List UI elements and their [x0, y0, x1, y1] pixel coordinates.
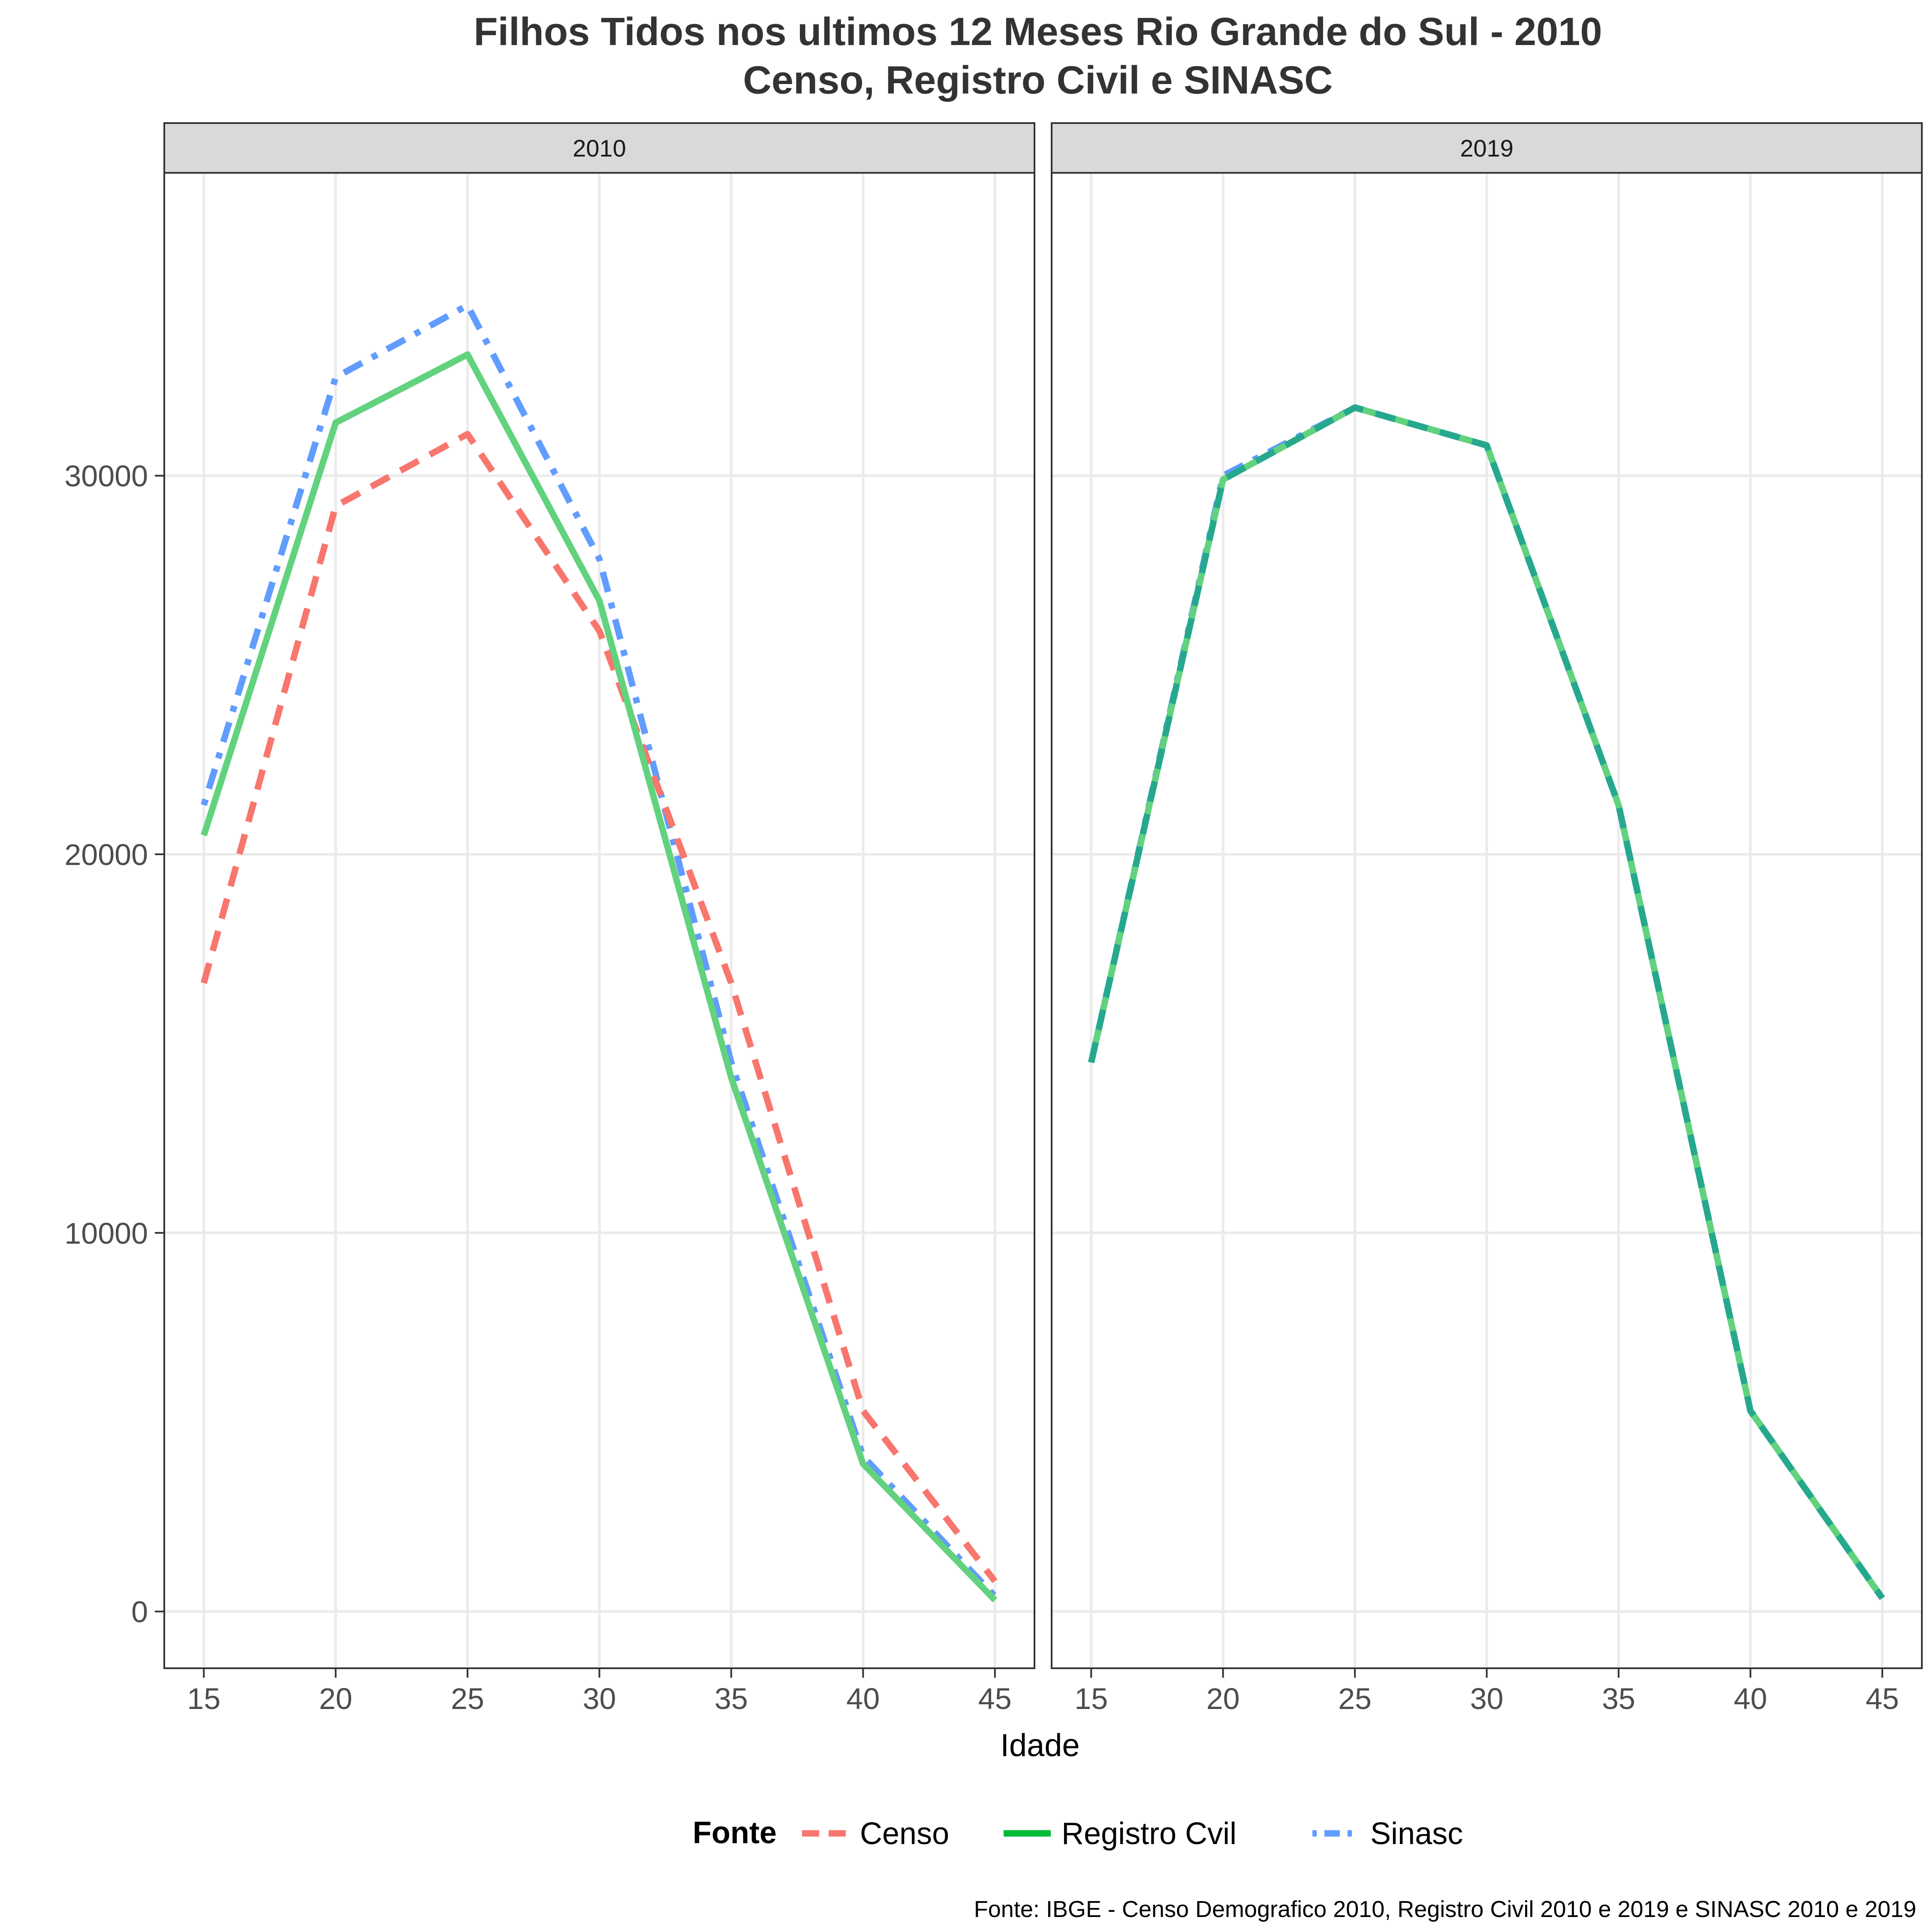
x-tick-label: 45	[978, 1682, 1012, 1715]
chart-title-line1: Filhos Tidos nos ultimos 12 Meses Rio Gr…	[473, 10, 1602, 54]
y-tick-label: 30000	[64, 459, 148, 493]
x-axis-title: Idade	[1000, 1727, 1080, 1763]
legend-label: Censo	[860, 1817, 949, 1851]
x-tick-label: 40	[1734, 1682, 1767, 1715]
series-line-censo	[1088, 404, 1885, 1600]
facet-strip-label: 2019	[1460, 135, 1514, 162]
x-tick-label: 20	[319, 1682, 353, 1715]
x-tick-label: 15	[1074, 1682, 1108, 1715]
panel-2010: 2010 15 20 25 30 35 40 45 0 10000 20000 30000	[64, 122, 1035, 1715]
y-tick-label: 20000	[64, 838, 148, 871]
x-tick-label: 25	[451, 1682, 484, 1715]
panel-2019: 2019 15 20 25 30 35 40 45	[1051, 122, 1923, 1715]
series-line-censo	[200, 431, 998, 1583]
x-tick-label: 45	[1866, 1682, 1899, 1715]
x-tick-label: 35	[715, 1682, 748, 1715]
y-tick-label: 0	[131, 1595, 148, 1629]
legend-title: Fonte	[693, 1816, 777, 1850]
x-tick-label: 30	[583, 1682, 616, 1715]
series-line-registro-cvil	[201, 351, 998, 1603]
x-tick-label: 15	[187, 1682, 220, 1715]
legend-label: Sinasc	[1370, 1817, 1463, 1851]
chart-title-line2: Censo, Registro Civil e SINASC	[743, 58, 1333, 102]
x-tick-label: 20	[1206, 1682, 1240, 1715]
panels-layer: 2010 15 20 25 30 35 40 45 0 10000 20000 30000 2019 15…	[64, 122, 1923, 1715]
x-tick-label: 40	[846, 1682, 880, 1715]
facet-strip-label: 2010	[573, 135, 626, 162]
x-tick-label: 35	[1602, 1682, 1635, 1715]
x-tick-label: 30	[1470, 1682, 1504, 1715]
legend: Fonte Censo Registro Cvil Sinasc	[693, 1816, 1463, 1851]
series-line-sinasc	[201, 302, 998, 1599]
facet-strip	[163, 122, 1035, 174]
chart-caption: Fonte: IBGE - Censo Demografico 2010, Re…	[974, 1896, 1916, 1922]
y-tick-label: 10000	[64, 1217, 148, 1250]
x-tick-label: 25	[1338, 1682, 1372, 1715]
facet-strip	[1051, 122, 1923, 174]
legend-label: Registro Cvil	[1062, 1817, 1236, 1851]
